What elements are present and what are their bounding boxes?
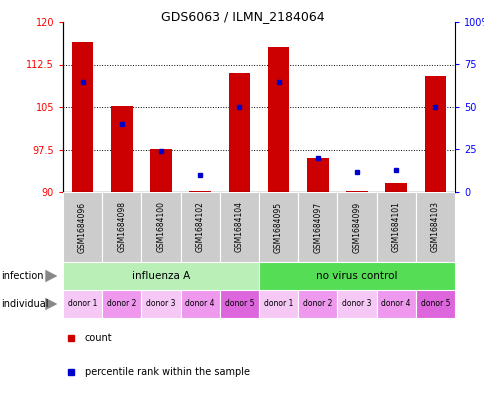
Bar [180, 290, 219, 318]
Text: influenza A: influenza A [132, 271, 190, 281]
Bar [337, 290, 376, 318]
Bar [219, 192, 258, 262]
Bar [424, 76, 445, 192]
Text: GSM1684102: GSM1684102 [196, 202, 204, 252]
Bar [141, 192, 180, 262]
Text: GSM1684104: GSM1684104 [234, 202, 243, 252]
Text: GSM1684099: GSM1684099 [352, 202, 361, 253]
Bar [385, 184, 406, 192]
Bar [298, 192, 337, 262]
Text: donor 5: donor 5 [420, 299, 449, 309]
Bar [180, 192, 219, 262]
Text: GSM1684095: GSM1684095 [273, 202, 283, 253]
Bar [258, 262, 454, 290]
Text: donor 5: donor 5 [224, 299, 254, 309]
Bar [337, 192, 376, 262]
Text: donor 1: donor 1 [263, 299, 293, 309]
Text: individual: individual [1, 299, 48, 309]
Text: donor 2: donor 2 [302, 299, 332, 309]
Polygon shape [45, 270, 57, 282]
Text: GSM1684101: GSM1684101 [391, 202, 400, 252]
Text: donor 3: donor 3 [146, 299, 175, 309]
Bar [346, 191, 367, 192]
Text: count: count [84, 333, 112, 343]
Text: GSM1684097: GSM1684097 [313, 202, 322, 253]
Bar [63, 192, 102, 262]
Text: GSM1684103: GSM1684103 [430, 202, 439, 252]
Bar [189, 191, 211, 192]
Bar [111, 106, 132, 192]
Polygon shape [45, 298, 57, 310]
Bar [63, 262, 258, 290]
Bar [102, 192, 141, 262]
Bar [258, 290, 298, 318]
Bar [415, 192, 454, 262]
Text: GSM1684100: GSM1684100 [156, 202, 165, 252]
Text: percentile rank within the sample: percentile rank within the sample [84, 367, 249, 377]
Text: donor 2: donor 2 [107, 299, 136, 309]
Text: GSM1684098: GSM1684098 [117, 202, 126, 252]
Text: GDS6063 / ILMN_2184064: GDS6063 / ILMN_2184064 [160, 10, 324, 23]
Text: infection: infection [1, 271, 44, 281]
Bar [267, 48, 289, 192]
Bar [376, 192, 415, 262]
Text: GSM1684096: GSM1684096 [78, 202, 87, 253]
Bar [415, 290, 454, 318]
Bar [72, 42, 93, 192]
Bar [306, 158, 328, 192]
Bar [63, 290, 102, 318]
Text: donor 4: donor 4 [185, 299, 214, 309]
Bar [376, 290, 415, 318]
Bar [219, 290, 258, 318]
Text: donor 4: donor 4 [380, 299, 410, 309]
Text: donor 1: donor 1 [68, 299, 97, 309]
Bar [228, 73, 250, 192]
Text: no virus control: no virus control [316, 271, 397, 281]
Bar [258, 192, 298, 262]
Bar [150, 149, 171, 192]
Text: donor 3: donor 3 [342, 299, 371, 309]
Bar [141, 290, 180, 318]
Bar [298, 290, 337, 318]
Bar [102, 290, 141, 318]
